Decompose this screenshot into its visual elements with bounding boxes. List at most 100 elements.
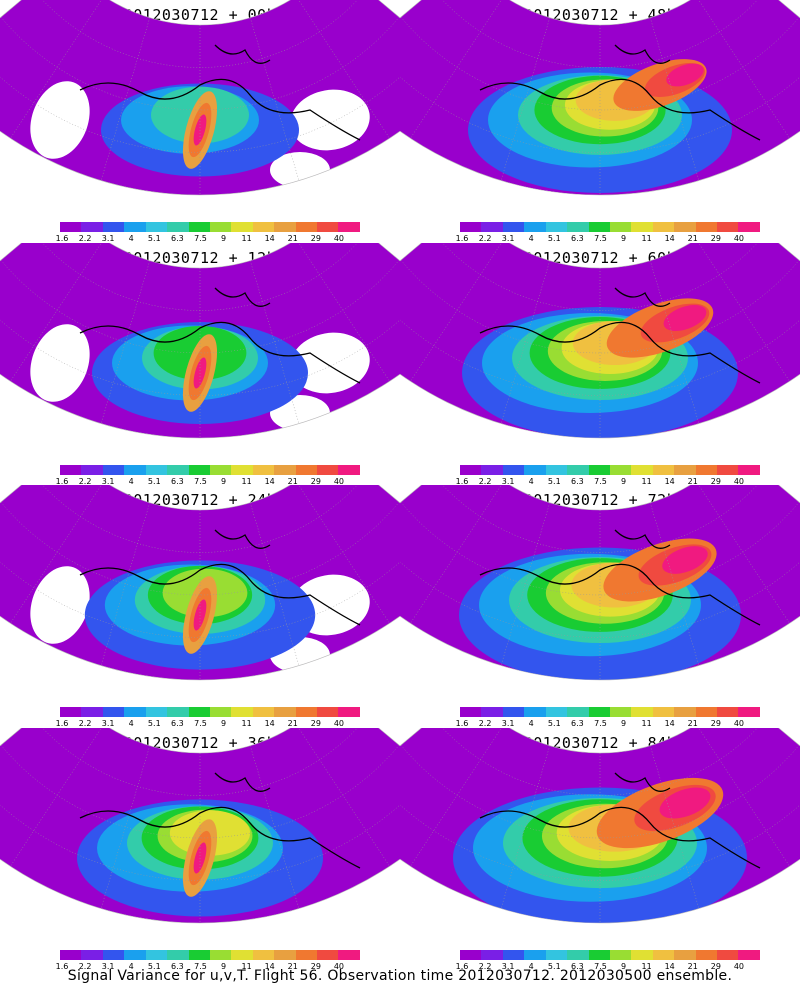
colorbar-swatch <box>674 707 696 717</box>
colorbar-tick-label: 11 <box>641 719 652 728</box>
map-boundary <box>0 485 400 681</box>
parallel-line <box>433 243 767 311</box>
colorbar-tick-label: 2.2 <box>478 962 492 971</box>
meridian-line <box>10 728 105 867</box>
meridian-line <box>649 17 700 181</box>
colorbar-tick-label: 40 <box>733 477 745 486</box>
panel-title: 2012030712 + 60h <box>523 249 677 267</box>
parallel-line <box>400 16 800 111</box>
coastline <box>479 563 761 626</box>
colorbar-swatch <box>695 465 718 475</box>
colorbar-swatch <box>460 707 482 717</box>
coastline <box>214 772 271 792</box>
meridian-line <box>695 0 790 139</box>
colorbar-tick-label: 11 <box>241 719 252 728</box>
colorbar-tick-label: 7.5 <box>594 234 607 243</box>
colorbar-tick-label: 7.5 <box>194 962 207 971</box>
colorbar-tick-label: 7.5 <box>194 719 207 728</box>
colorbar-swatch <box>481 707 503 717</box>
colorbar-swatch <box>231 465 253 475</box>
colorbar-swatch <box>231 707 253 717</box>
colorbar-tick-label: 4 <box>528 962 534 971</box>
panel-title: 2012030712 + 00h <box>123 6 277 24</box>
colorbar-tick-label: 9 <box>620 477 627 486</box>
colorbar-tick-label: 1.6 <box>55 962 69 971</box>
map-boundary <box>400 485 800 681</box>
signal-variance-map <box>0 728 400 924</box>
meridian-line <box>295 243 390 382</box>
meridian-line <box>100 745 151 909</box>
colorbar-swatch <box>609 707 632 717</box>
meridian-line <box>295 485 390 624</box>
map-panel: 2012030712 + 12h 1.6 2.2 3.1 4 5.1 6.3 7.5 9 11 14… <box>0 243 400 488</box>
colorbar-swatch <box>609 222 632 232</box>
colorbar-swatch <box>695 707 718 717</box>
colorbar-tick-label: 5.1 <box>147 962 161 971</box>
signal-variance-map <box>400 728 800 924</box>
colorbar-swatch <box>502 950 525 960</box>
meridian-line <box>695 485 790 624</box>
colorbar-tick-label: 6.3 <box>571 719 584 728</box>
coastline <box>479 806 761 869</box>
panel-title: 2012030712 + 12h <box>123 249 277 267</box>
colorbar-swatch <box>274 222 296 232</box>
colorbar-swatch <box>338 465 360 475</box>
colorbar-swatch <box>124 707 146 717</box>
colorbar-swatch <box>524 950 546 960</box>
map-boundary <box>0 728 400 924</box>
no-data-region <box>30 81 90 159</box>
coastline <box>479 321 761 384</box>
colorbar-swatch <box>252 222 275 232</box>
signal-variance-map <box>0 485 400 681</box>
colorbar <box>460 950 760 960</box>
colorbar-swatch <box>145 465 168 475</box>
colorbar-swatch <box>252 465 275 475</box>
colorbar-tick-label: 2.2 <box>478 234 492 243</box>
colorbar-swatch <box>567 222 589 232</box>
colorbar-swatch <box>674 222 696 232</box>
colorbar-swatch <box>738 950 760 960</box>
colorbar-swatch <box>124 222 146 232</box>
colorbar-swatch <box>317 465 339 475</box>
colorbar-swatch <box>60 465 82 475</box>
colorbar-tick-label: 7.5 <box>594 719 607 728</box>
colorbar-swatch <box>588 465 610 475</box>
meridian-line <box>100 260 151 424</box>
colorbar-tick-label: 6.3 <box>171 477 184 486</box>
colorbar-swatch <box>717 465 739 475</box>
colorbar-swatch <box>102 950 125 960</box>
colorbar-swatch <box>674 465 696 475</box>
colorbar-tick-label: 4 <box>128 234 134 243</box>
parallel-line <box>400 529 800 638</box>
colorbar-tick-label: 14 <box>264 477 275 486</box>
colorbar-swatch <box>338 222 360 232</box>
colorbar-tick-label: 1.6 <box>455 719 469 728</box>
colorbar-swatch <box>652 222 675 232</box>
colorbar-labels: 1.6 2.2 3.1 4 5.1 6.3 7.5 9 11 14 21 29 40 <box>448 962 768 974</box>
map-boundary <box>400 243 800 439</box>
colorbar-tick-label: 14 <box>664 477 675 486</box>
map-boundary <box>400 728 800 924</box>
colorbar-tick-label: 40 <box>733 962 745 971</box>
colorbar-tick-label: 29 <box>310 234 321 243</box>
colorbar-swatch <box>209 465 232 475</box>
coastline <box>614 287 671 307</box>
signal-variance-map <box>400 485 800 681</box>
colorbar-swatch <box>124 465 146 475</box>
colorbar-swatch <box>102 222 125 232</box>
colorbar-swatch <box>502 222 525 232</box>
meridian-line <box>249 502 300 666</box>
colorbar-swatch <box>652 707 675 717</box>
colorbar-swatch <box>502 707 525 717</box>
parallel-line <box>0 16 400 111</box>
colorbar-tick-label: 6.3 <box>171 962 184 971</box>
map-panel: 2012030712 + 24h 1.6 2.2 3.1 4 5.1 6.3 7.5 9 11 14… <box>0 485 400 730</box>
colorbar-swatch <box>695 950 718 960</box>
map-panel: 2012030712 + 48h 1.6 2.2 3.1 4 5.1 6.3 7.5 9 11 14… <box>400 0 800 245</box>
colorbar-tick-label: 14 <box>664 962 675 971</box>
colorbar-labels: 1.6 2.2 3.1 4 5.1 6.3 7.5 9 11 14 21 29 40 <box>448 719 768 731</box>
colorbar-swatch <box>631 465 653 475</box>
colorbar-swatch <box>567 465 589 475</box>
map-panel: 2012030712 + 72h 1.6 2.2 3.1 4 5.1 6.3 7.5 9 11 14… <box>400 485 800 730</box>
colorbar-swatch <box>631 950 653 960</box>
